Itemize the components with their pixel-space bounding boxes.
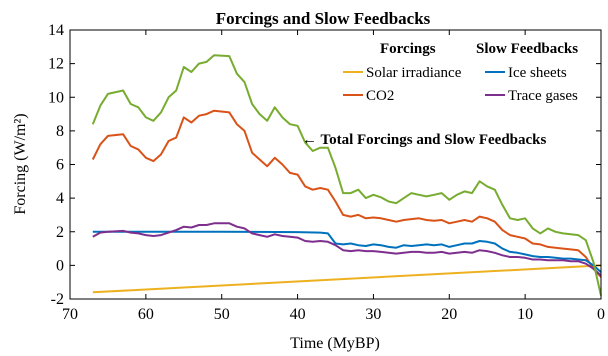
series-line-co2 (91, 109, 602, 278)
y-tick-label: 14 (48, 22, 64, 39)
legend-label-trace-gases: Trace gases (508, 88, 578, 104)
series-line-ice-sheets (92, 230, 602, 273)
x-tick-label: 30 (365, 306, 381, 323)
y-tick-label: 2 (56, 224, 64, 241)
x-tick-label: 20 (441, 306, 457, 323)
y-axis-label: Forcing (W/m²) (12, 113, 29, 214)
series-layer (91, 54, 602, 296)
legend-label-solar-irradiance: Solar irradiance (366, 65, 462, 81)
x-tick-label: 40 (290, 306, 306, 323)
legend: Forcings Slow Feedbacks Solar irradiance… (343, 41, 578, 104)
y-axis: -2 0 2 4 6 8 10 12 14 (48, 22, 601, 308)
x-tick-label: 0 (597, 306, 605, 323)
legend-group-title-forcings: Forcings (380, 41, 436, 57)
x-tick-label: 50 (214, 306, 230, 323)
series-line-solar-irradiance (92, 264, 602, 294)
x-tick-label: 70 (62, 306, 78, 323)
series-line-trace-gases (92, 222, 602, 277)
y-tick-label: -2 (51, 291, 64, 308)
y-tick-label: 10 (48, 89, 64, 106)
x-axis: 70 60 50 40 30 20 10 0 (62, 30, 605, 323)
x-tick-label: 10 (517, 306, 533, 323)
y-tick-label: 8 (56, 123, 64, 140)
y-tick-label: 12 (48, 56, 64, 73)
y-tick-label: 0 (56, 257, 64, 274)
legend-label-co2: CO2 (366, 88, 394, 104)
series-line-total-forcings-and-slow-feedbacks (91, 54, 602, 296)
x-tick-label: 60 (138, 306, 154, 323)
y-tick-label: 4 (56, 190, 64, 207)
y-tick-label: 6 (56, 157, 64, 174)
legend-label-ice-sheets: Ice sheets (508, 65, 567, 81)
legend-group-title-slow-feedbacks: Slow Feedbacks (476, 41, 578, 57)
x-axis-label: Time (MyBP) (290, 335, 380, 352)
chart-title: Forcings and Slow Feedbacks (216, 9, 431, 28)
total-annotation: ← Total Forcings and Slow Feedbacks (302, 132, 547, 148)
